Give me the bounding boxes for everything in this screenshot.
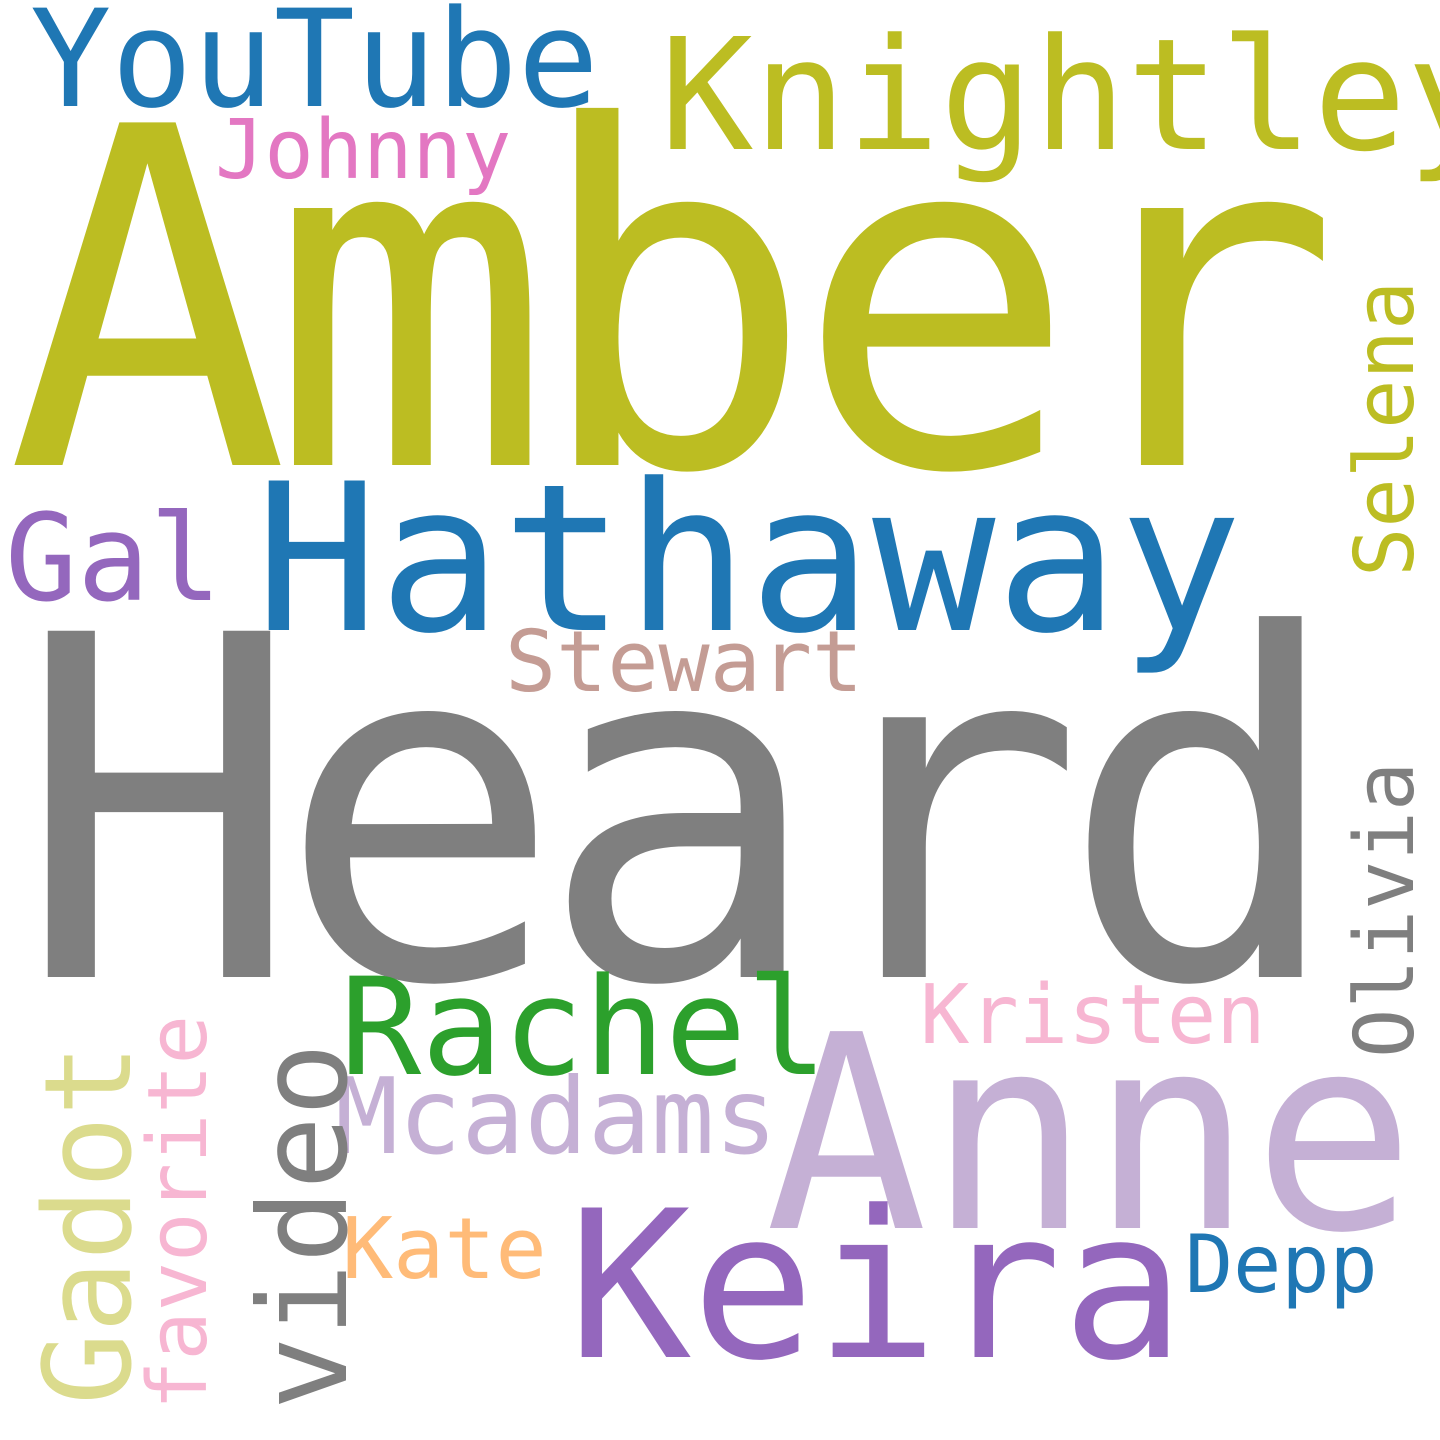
word-olivia: Olivia <box>1345 762 1427 1058</box>
word-depp: Depp <box>1185 1225 1378 1305</box>
word-keira: Keira <box>568 1185 1185 1390</box>
word-video: video <box>243 1043 365 1410</box>
word-selena: Selena <box>1345 281 1427 577</box>
word-mcadams: Mcadams <box>335 1065 778 1170</box>
word-favorite: favorite <box>138 1015 220 1410</box>
